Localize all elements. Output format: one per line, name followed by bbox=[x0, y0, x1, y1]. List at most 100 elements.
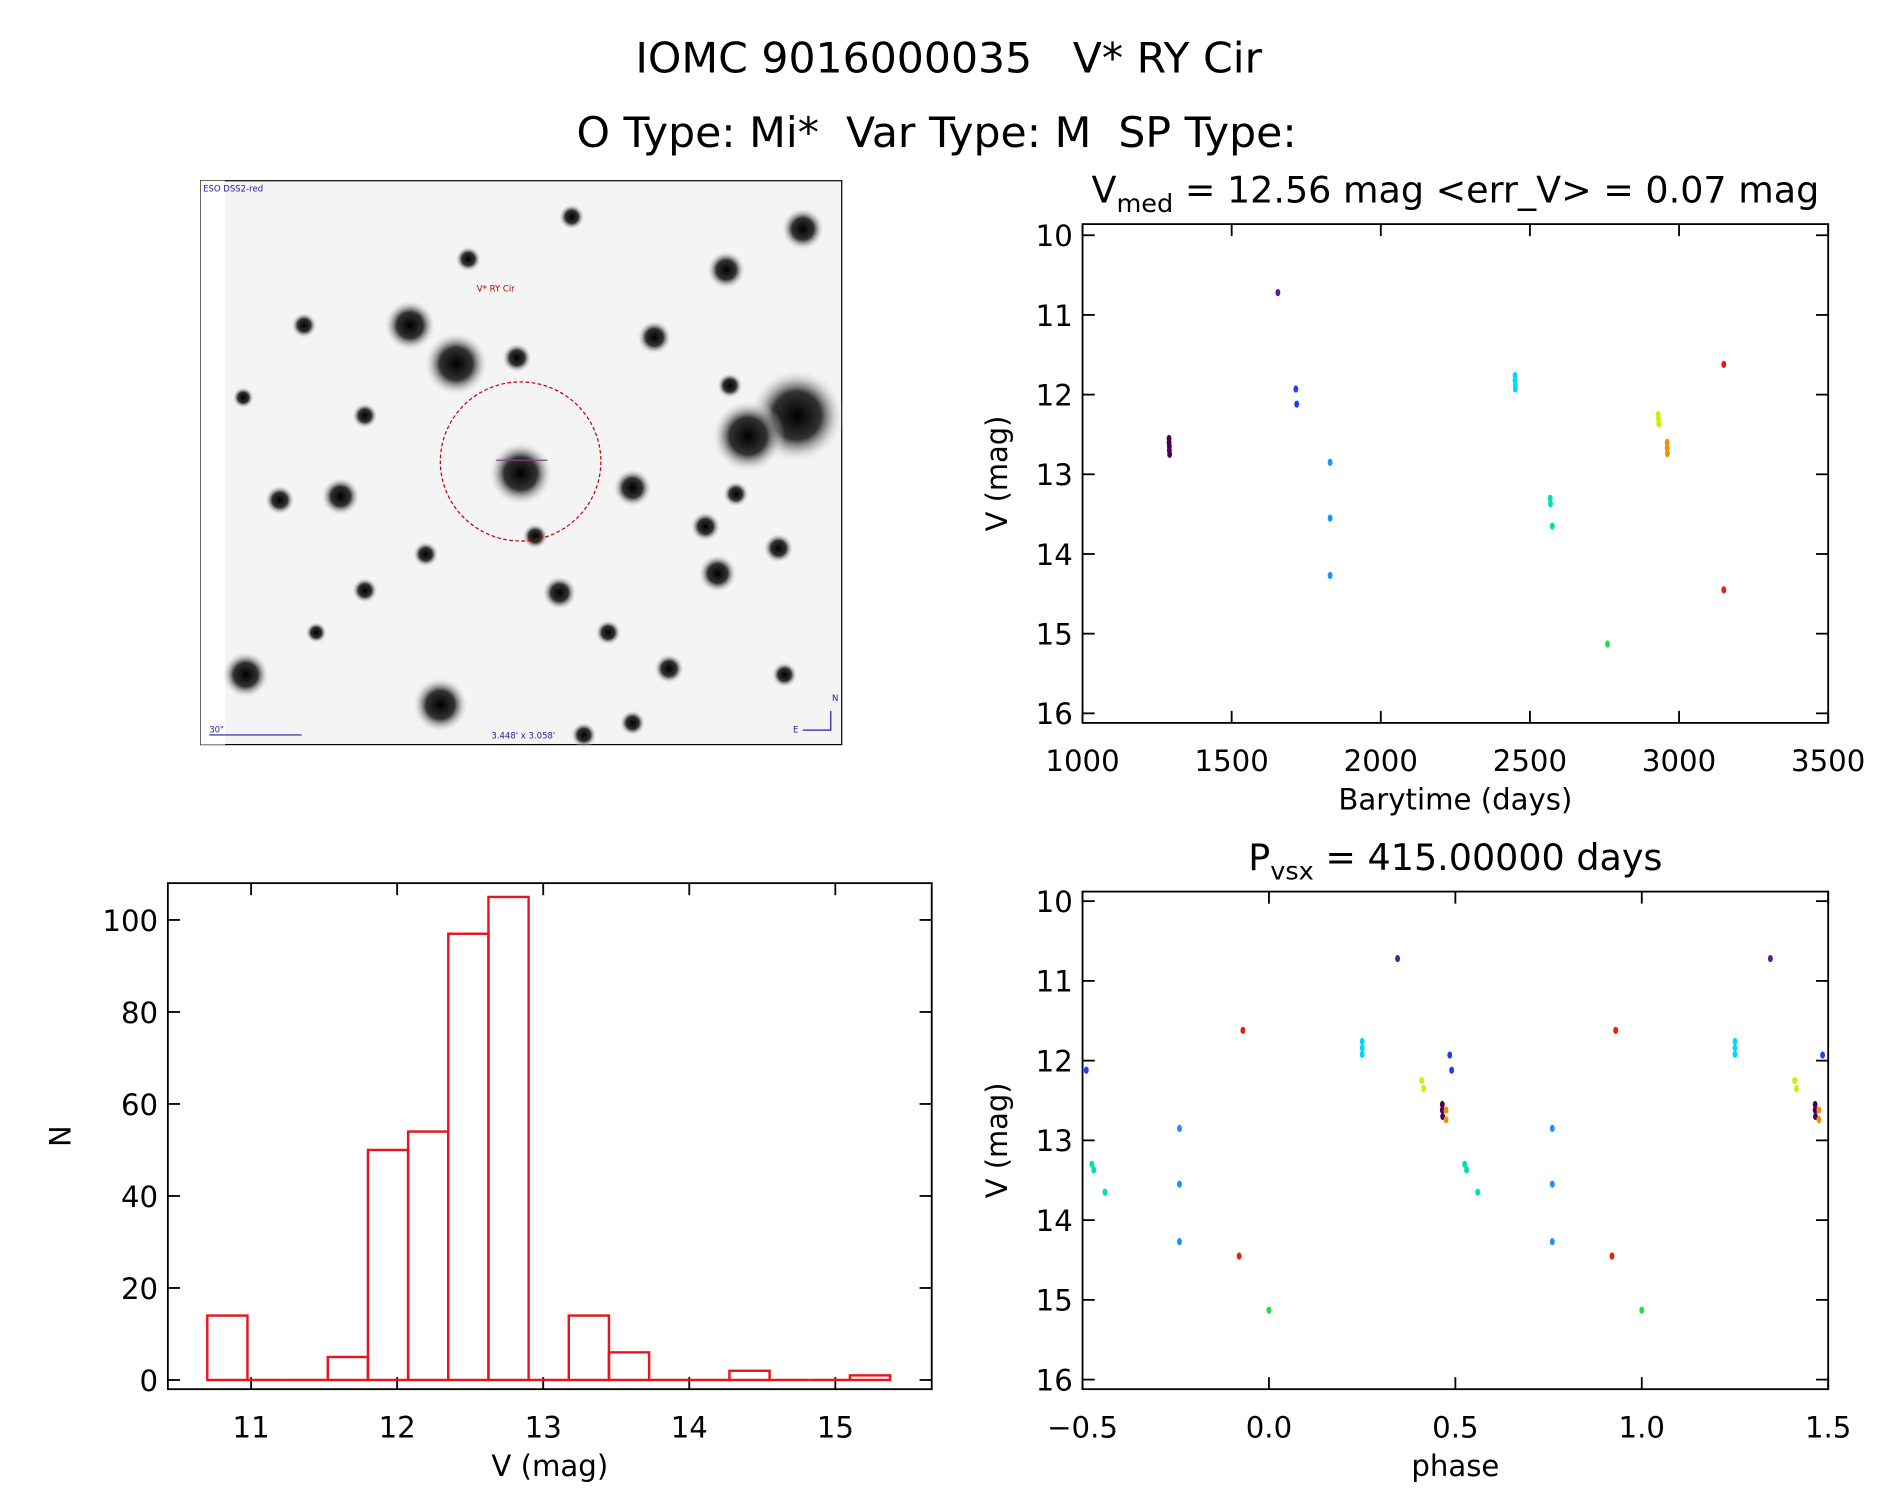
bar bbox=[567, 1314, 611, 1382]
size-label: 3.448' x 3.058' bbox=[491, 731, 555, 741]
point bbox=[1816, 1106, 1822, 1114]
x-tick-label: 3500 bbox=[1791, 744, 1865, 778]
bar bbox=[848, 1374, 892, 1382]
y-tick-label: 10 bbox=[1036, 219, 1073, 253]
star bbox=[612, 468, 653, 508]
star bbox=[636, 320, 672, 355]
star bbox=[619, 709, 646, 736]
point bbox=[1102, 1188, 1108, 1196]
point bbox=[1721, 586, 1727, 594]
star bbox=[706, 250, 746, 290]
point bbox=[1462, 1160, 1468, 1168]
y-tick-label: 11 bbox=[1036, 965, 1073, 999]
star bbox=[320, 476, 361, 516]
y-tick-label: 13 bbox=[1036, 1124, 1073, 1158]
x-axis-label: phase bbox=[1411, 1449, 1499, 1483]
point bbox=[1443, 1116, 1449, 1124]
point bbox=[1812, 1106, 1818, 1114]
point bbox=[1549, 1124, 1555, 1133]
star bbox=[558, 203, 585, 230]
star bbox=[411, 676, 469, 734]
x-tick-label: 14 bbox=[671, 1411, 708, 1445]
point bbox=[1359, 1050, 1365, 1058]
point bbox=[1327, 458, 1333, 466]
target-label: V* RY Cir bbox=[477, 284, 515, 294]
x-tick-label: 11 bbox=[233, 1411, 270, 1445]
point bbox=[1167, 450, 1173, 458]
star bbox=[412, 541, 439, 568]
star bbox=[487, 440, 554, 507]
point bbox=[1639, 1306, 1645, 1314]
star bbox=[763, 533, 794, 564]
bar bbox=[366, 1148, 410, 1382]
chart-title: Pvsx = 415.00000 days bbox=[1248, 836, 1662, 885]
y-tick-label: 12 bbox=[1036, 1045, 1073, 1079]
star bbox=[232, 386, 255, 409]
point bbox=[1721, 360, 1727, 368]
point bbox=[1464, 1166, 1469, 1174]
star bbox=[264, 484, 296, 516]
x-tick-label: 0.0 bbox=[1246, 1411, 1292, 1445]
point bbox=[1439, 1106, 1445, 1114]
north-label: N bbox=[832, 693, 838, 703]
point bbox=[1549, 522, 1555, 530]
point bbox=[1732, 1037, 1738, 1046]
x-tick-label: 15 bbox=[817, 1411, 854, 1445]
point bbox=[1812, 1100, 1818, 1109]
point bbox=[1089, 1160, 1095, 1168]
bar bbox=[447, 932, 490, 1382]
star bbox=[351, 402, 379, 429]
point bbox=[1664, 438, 1670, 447]
x-tick-label: 2000 bbox=[1344, 744, 1418, 778]
sky-image: ESO DSS2-red V* RY Cir 30" 3.448' x 3.058' N… bbox=[200, 180, 845, 748]
bar bbox=[406, 1130, 450, 1382]
x-axis-label: V (mag) bbox=[491, 1449, 608, 1483]
star bbox=[690, 511, 721, 542]
y-axis-label: V (mag) bbox=[980, 416, 1014, 532]
point bbox=[1327, 514, 1333, 522]
star bbox=[542, 575, 578, 611]
point bbox=[1549, 1180, 1555, 1188]
x-tick-label: −0.5 bbox=[1047, 1411, 1118, 1445]
y-tick-label: 60 bbox=[121, 1088, 158, 1122]
point bbox=[1794, 1084, 1799, 1093]
point bbox=[1548, 500, 1553, 508]
point bbox=[1091, 1166, 1097, 1174]
y-tick-label: 14 bbox=[1036, 538, 1073, 572]
point bbox=[1240, 1026, 1246, 1034]
point bbox=[1177, 1238, 1182, 1246]
x-tick-label: 1000 bbox=[1045, 744, 1119, 778]
title-rest: = 12.56 mag <err_V> = 0.07 mag bbox=[1173, 169, 1819, 212]
star bbox=[595, 619, 622, 646]
point bbox=[1767, 954, 1773, 963]
y-tick-label: 100 bbox=[102, 904, 158, 938]
point bbox=[1512, 385, 1518, 393]
point bbox=[1395, 954, 1401, 963]
title-rest: = 415.00000 days bbox=[1314, 836, 1663, 879]
point bbox=[1083, 1066, 1089, 1074]
y-tick-label: 14 bbox=[1036, 1204, 1073, 1238]
point bbox=[1549, 1238, 1555, 1246]
star bbox=[697, 553, 738, 594]
y-tick-label: 80 bbox=[121, 996, 158, 1030]
point bbox=[1275, 289, 1281, 297]
point bbox=[1327, 571, 1333, 580]
star bbox=[455, 246, 482, 273]
point bbox=[1475, 1188, 1481, 1196]
y-axis-label: N bbox=[43, 1125, 77, 1147]
point bbox=[1419, 1076, 1425, 1085]
point bbox=[1732, 1050, 1738, 1058]
survey-label: ESO DSS2-red bbox=[203, 184, 263, 194]
point bbox=[1439, 1100, 1445, 1109]
y-tick-label: 11 bbox=[1036, 299, 1073, 333]
scale-label: 30" bbox=[209, 725, 224, 735]
point bbox=[1266, 1306, 1272, 1314]
point bbox=[1664, 449, 1670, 458]
bar bbox=[206, 1314, 249, 1382]
point bbox=[1449, 1066, 1455, 1074]
y-tick-label: 16 bbox=[1036, 1364, 1073, 1398]
star bbox=[351, 577, 379, 604]
point bbox=[1359, 1037, 1365, 1046]
x-tick-label: 2500 bbox=[1493, 744, 1567, 778]
